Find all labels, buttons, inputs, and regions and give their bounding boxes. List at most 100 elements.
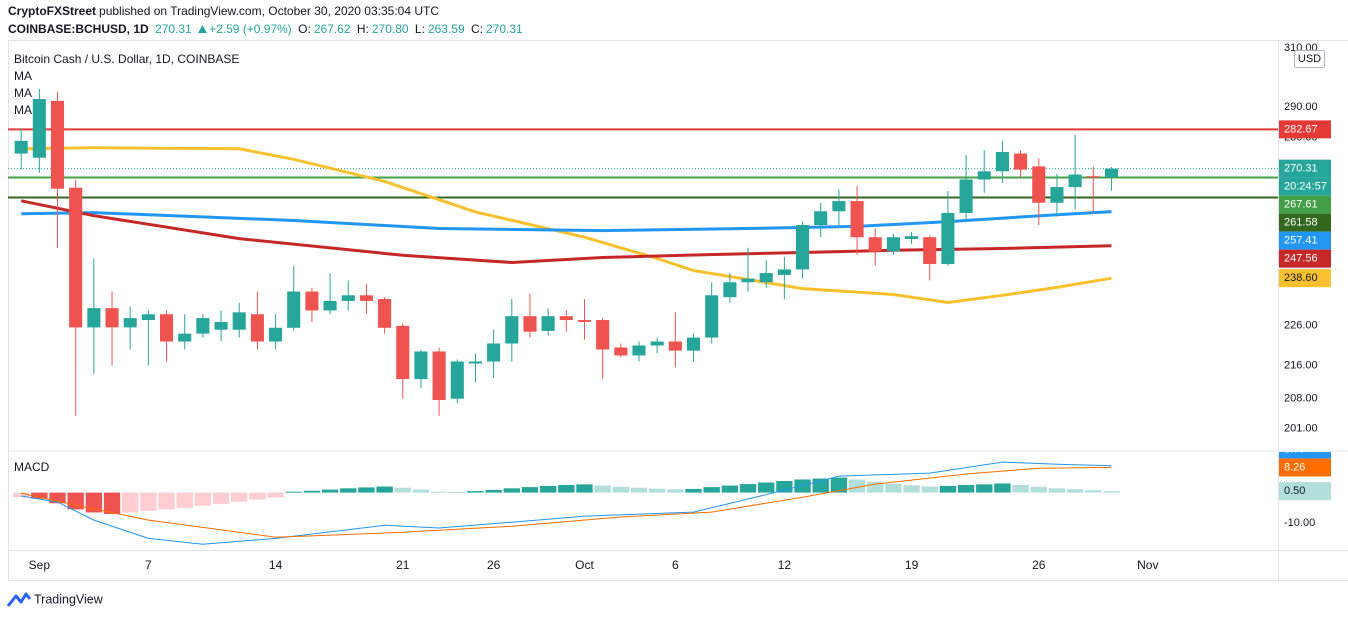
legend-entry: MA <box>14 69 32 83</box>
axes: Sep7142126Oct6121926Nov310.00290.00280.0… <box>29 42 1331 572</box>
candle-body <box>1014 153 1028 170</box>
candle-body <box>305 291 319 311</box>
histogram-bar <box>848 479 866 493</box>
candle-body <box>832 201 846 212</box>
candle-body <box>886 237 900 252</box>
level-label-box <box>1279 195 1331 214</box>
candle-body <box>668 341 682 351</box>
histogram-bar <box>376 486 393 493</box>
candle-body <box>723 282 737 298</box>
candle-body <box>905 236 919 239</box>
candle-body <box>396 325 410 380</box>
candle-body <box>559 316 573 321</box>
ohlc-label: C: <box>470 22 483 36</box>
candle-body <box>105 308 119 328</box>
histogram-bar <box>703 487 720 493</box>
ma-label: 257.41 <box>1284 235 1318 247</box>
candle-body <box>777 269 791 275</box>
candle-body <box>977 171 991 180</box>
histogram-bar <box>358 487 375 493</box>
histogram-bar <box>903 485 920 493</box>
currency-box <box>1294 50 1325 68</box>
candle-body <box>1086 176 1100 178</box>
histogram-bar <box>503 488 520 493</box>
histogram-bar <box>1103 491 1120 493</box>
candle-body <box>995 151 1009 172</box>
legend: Bitcoin Cash / U.S. Dollar, 1D, COINBASE… <box>14 52 239 474</box>
candle-body <box>123 318 137 328</box>
candle-body <box>341 295 355 301</box>
histogram-bar <box>1012 484 1029 493</box>
currency-label: USD <box>1298 53 1321 65</box>
histogram-bar <box>721 485 739 493</box>
histogram-bar <box>630 487 648 493</box>
y-tick-label: 201.00 <box>1284 423 1318 435</box>
macd-value-label-box <box>1279 452 1331 459</box>
level-label-box <box>1279 213 1331 232</box>
candle-body <box>577 320 592 322</box>
histogram-bar <box>158 492 175 510</box>
candle-body <box>468 361 482 364</box>
ma-label: 247.56 <box>1284 253 1318 265</box>
symbol: COINBASE:BCHUSD, 1D <box>8 22 149 36</box>
ohlc-value: 263.59 <box>427 22 465 36</box>
histogram-bar <box>1048 488 1066 493</box>
histogram-bar <box>594 485 611 493</box>
candle-body <box>814 211 828 226</box>
histogram-bar <box>430 491 448 493</box>
ma-label-box <box>1279 249 1331 268</box>
candle-body <box>87 308 101 328</box>
candle-body <box>359 295 373 301</box>
x-tick-label: Nov <box>1137 558 1158 572</box>
y-tick-label: 208.00 <box>1284 393 1318 405</box>
candle-body <box>650 341 664 346</box>
change: +2.59 (+0.97%) <box>209 22 292 36</box>
legend-entry: MA <box>14 86 32 100</box>
ohlc-label: O: <box>298 22 311 36</box>
histogram-bar <box>758 482 775 493</box>
ohlc-label: H: <box>356 22 369 36</box>
candle-body <box>1050 187 1064 203</box>
histogram-bar <box>612 486 630 493</box>
header-line-1: CryptoFXStreet published on TradingView.c… <box>8 4 442 18</box>
candle-body <box>214 321 228 330</box>
histogram-bar <box>31 492 48 499</box>
candle-body <box>250 314 264 342</box>
candle-body <box>160 314 174 342</box>
candle-body <box>686 337 701 351</box>
histogram-bar <box>394 487 411 493</box>
up-arrow <box>198 25 208 33</box>
candle-body <box>959 179 973 213</box>
histogram-bar <box>830 477 848 493</box>
y-tick-label: -10.00 <box>1284 517 1315 529</box>
histogram-bar <box>939 485 957 493</box>
histogram-bar <box>467 491 484 493</box>
histogram-bar <box>85 492 103 513</box>
level-label: 267.61 <box>1284 199 1318 211</box>
candle-body <box>323 300 337 311</box>
histogram-bar <box>140 492 157 511</box>
ohlc-label: L: <box>414 22 425 36</box>
candle-body <box>69 187 83 328</box>
candle-body <box>759 273 773 283</box>
candle-body <box>378 299 392 328</box>
histogram-bar <box>976 484 993 493</box>
histogram-bar <box>994 483 1011 493</box>
candle-body <box>1032 166 1046 203</box>
macd-value-label-box <box>1279 458 1331 477</box>
x-tick-label: 12 <box>778 558 792 572</box>
candle-body <box>796 225 810 270</box>
ma-label-box <box>1279 231 1331 250</box>
candle-body <box>1104 168 1118 178</box>
histogram-value-label-box <box>1279 482 1331 501</box>
histogram-bar <box>340 488 357 493</box>
candle-body <box>414 351 428 380</box>
histogram-bar <box>194 492 212 506</box>
histogram-bar <box>957 484 975 493</box>
ohlc-value: 267.62 <box>313 22 351 36</box>
x-tick-label: 6 <box>672 558 679 572</box>
price-label-box <box>1279 159 1331 178</box>
candle-body <box>432 351 446 400</box>
ohlc-value: 270.80 <box>371 22 409 36</box>
